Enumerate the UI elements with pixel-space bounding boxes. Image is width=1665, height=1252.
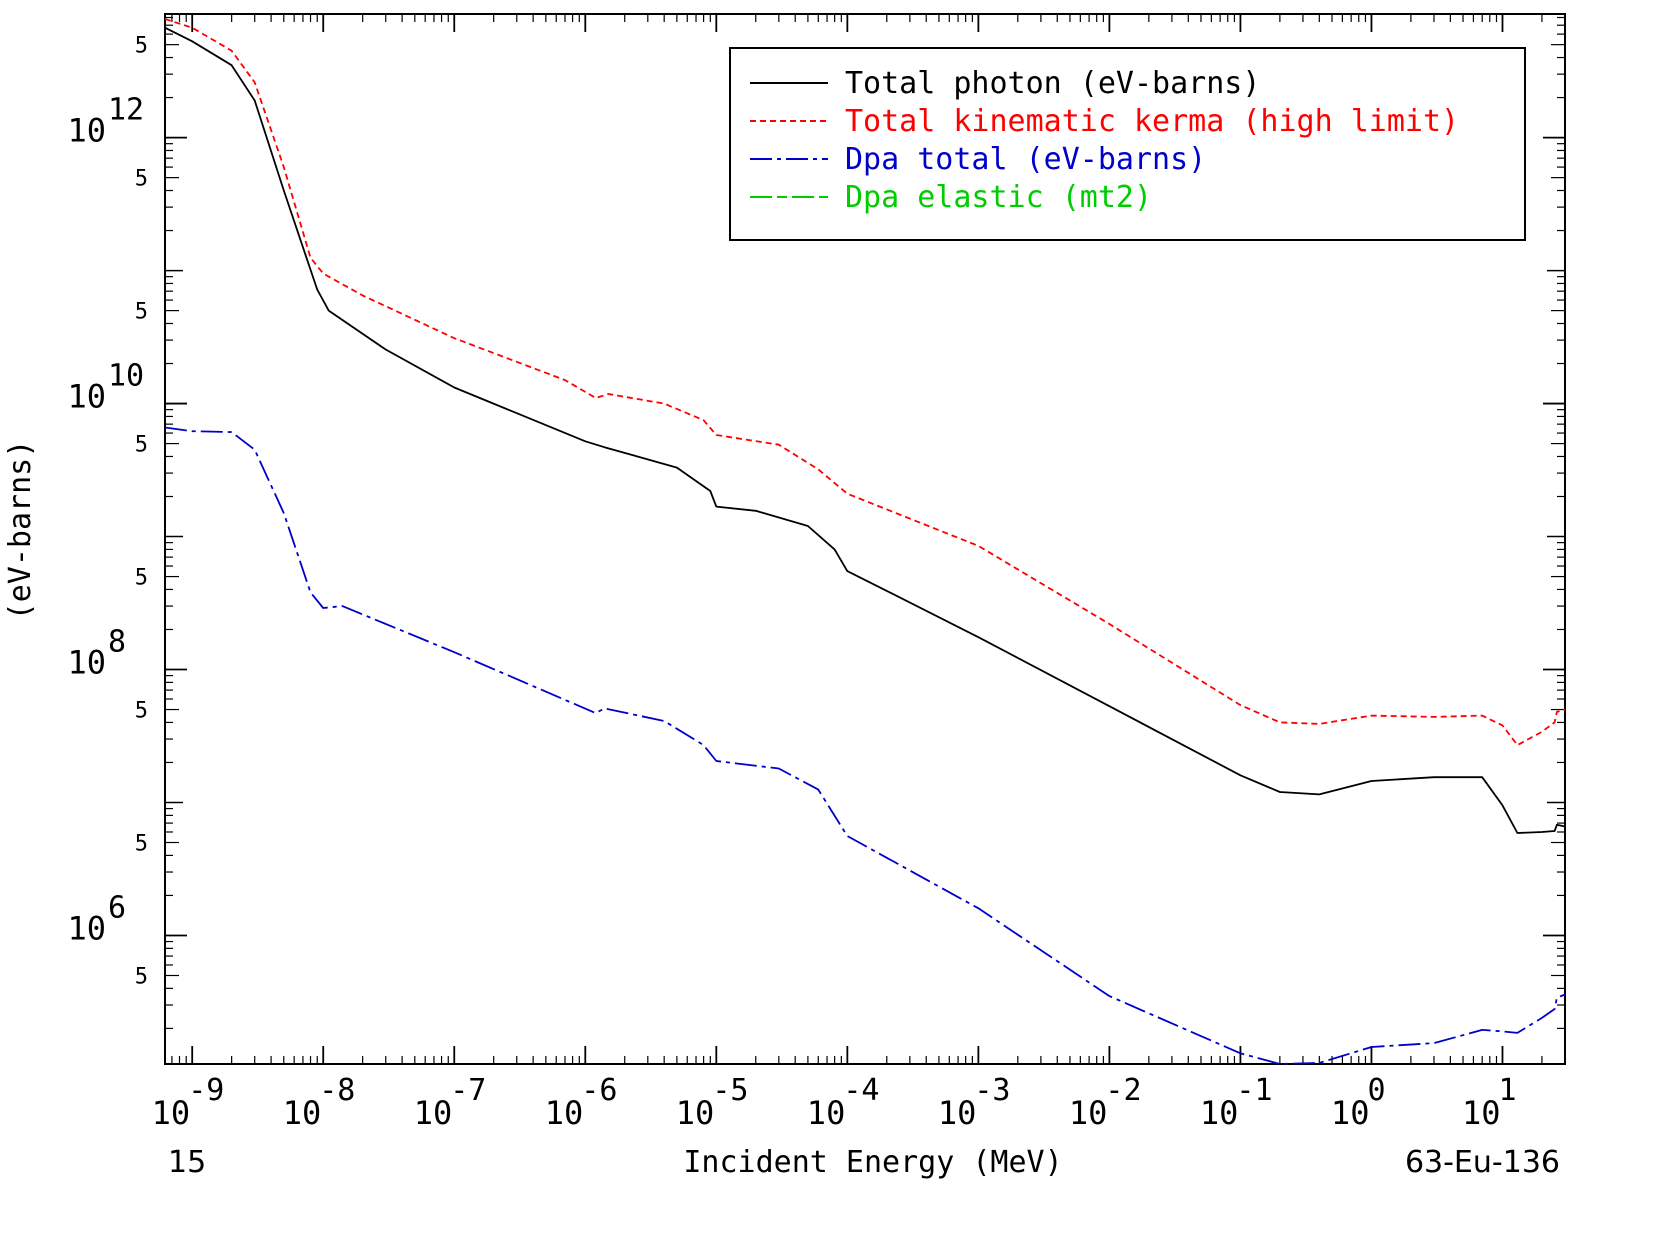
y-tick-exponent: 10 <box>108 359 144 394</box>
y-minor-tick-label: 5 <box>135 566 148 591</box>
y-minor-tick-label: 5 <box>135 964 148 989</box>
x-tick-exponent: 0 <box>1367 1073 1385 1108</box>
major-ticks <box>165 14 1565 1064</box>
y-tick-label: 10 <box>67 378 106 416</box>
x-tick-label: 10 <box>1331 1094 1370 1132</box>
y-tick-exponent: 8 <box>108 625 126 660</box>
x-tick-label: 10 <box>1069 1094 1108 1132</box>
x-tick-label: 10 <box>414 1094 453 1132</box>
minor-ticks <box>165 14 1566 1064</box>
y-minor-tick-label: 5 <box>135 832 148 857</box>
x-tick-label: 10 <box>938 1094 977 1132</box>
y-minor-tick-label: 5 <box>135 34 148 59</box>
series-line-1 <box>164 26 1566 834</box>
legend-label-2: Total kinematic kerma (high limit) <box>845 104 1459 139</box>
legend-label-3: Dpa total (eV-barns) <box>845 142 1206 177</box>
y-tick-exponent: 12 <box>108 93 144 128</box>
y-minor-tick-label: 5 <box>135 433 148 458</box>
x-tick-exponent: -7 <box>450 1073 486 1108</box>
series-line-3 <box>164 426 1566 1065</box>
x-tick-label: 10 <box>1200 1094 1239 1132</box>
y-axis-label: (eV-barns) <box>3 440 38 621</box>
x-tick-exponent: -1 <box>1236 1073 1272 1108</box>
series-group <box>164 18 1566 1065</box>
legend-label-1: Total photon (eV-barns) <box>845 66 1260 101</box>
footer-left-label: 15 <box>168 1145 206 1180</box>
x-tick-exponent: -5 <box>712 1073 748 1108</box>
x-tick-label: 10 <box>545 1094 584 1132</box>
x-tick-exponent: -2 <box>1105 1073 1141 1108</box>
x-tick-label: 10 <box>676 1094 715 1132</box>
y-tick-label: 10 <box>67 112 106 150</box>
legend: Total photon (eV-barns)Total kinematic k… <box>729 47 1526 241</box>
x-tick-label: 10 <box>1462 1094 1501 1132</box>
tick-labels: 10-910-810-710-610-510-410-310-210-11001… <box>67 34 1516 1132</box>
y-minor-tick-label: 5 <box>135 300 148 325</box>
y-tick-label: 10 <box>67 644 106 682</box>
plot-frame <box>164 13 1566 1065</box>
x-tick-label: 10 <box>283 1094 322 1132</box>
footer-right-label: 63-Eu-136 <box>1405 1145 1560 1180</box>
legend-label-4: Dpa elastic (mt2) <box>845 180 1152 215</box>
y-tick-exponent: 6 <box>108 890 126 925</box>
x-tick-exponent: -9 <box>188 1073 224 1108</box>
series-line-2 <box>164 18 1566 746</box>
x-axis-label: Incident Energy (MeV) <box>683 1145 1062 1180</box>
y-minor-tick-label: 5 <box>135 167 148 192</box>
x-tick-label: 10 <box>152 1094 191 1132</box>
y-tick-label: 10 <box>67 909 106 947</box>
x-tick-label: 10 <box>807 1094 846 1132</box>
x-tick-exponent: -8 <box>319 1073 355 1108</box>
y-minor-tick-label: 5 <box>135 699 148 724</box>
x-tick-exponent: -6 <box>581 1073 617 1108</box>
legend-box <box>729 47 1526 241</box>
x-tick-exponent: -4 <box>843 1073 879 1108</box>
x-tick-exponent: -3 <box>974 1073 1010 1108</box>
x-tick-exponent: 1 <box>1498 1073 1516 1108</box>
